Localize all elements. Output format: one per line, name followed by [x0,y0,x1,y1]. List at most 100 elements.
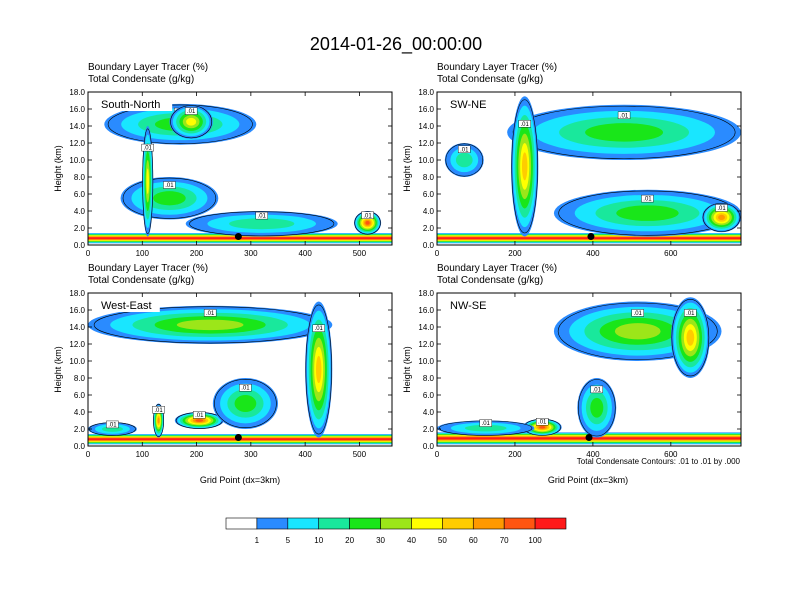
y-tick-label: 6.0 [74,391,86,400]
condensate-contour [107,104,253,144]
x-tick-label: 0 [86,249,91,258]
x-tick-label: 600 [664,249,678,258]
y-tick-label: 12.0 [69,139,85,148]
colorbar-swatch [534,517,567,530]
panel-title-line1: Boundary Layer Tracer (%) [437,62,557,73]
panel-west-east: Boundary Layer Tracer (%)Total Condensat… [53,263,393,459]
y-tick-label: 14.0 [418,323,434,332]
location-marker [234,434,242,441]
x-tick-label: 400 [586,450,600,459]
contour-label: .01 [361,211,374,219]
tracer-region [590,397,604,418]
tracer-region [157,417,160,424]
colorbar-label: 60 [469,536,478,545]
tracer-field: .01 .01 .01 .01 .01 [437,92,741,245]
svg-text:.01: .01 [593,387,602,393]
colorbar-swatch [349,517,381,530]
colorbar-label: 50 [438,536,447,545]
panel-label: South-North [101,99,160,111]
condensate-contour [445,143,484,177]
colorbar-swatch [256,517,289,530]
colorbar-label: 40 [407,536,416,545]
condensate-contour [122,177,217,219]
y-tick-label: 18.0 [69,289,85,298]
location-marker [234,233,242,240]
colorbar-label: 70 [500,536,509,545]
colorbar-swatch [225,517,258,530]
contour-label: .01 [152,406,165,414]
plot-frame [436,292,742,447]
y-tick-label: 14.0 [69,323,85,332]
contour-label: .01 [590,385,603,393]
x-tick-label: 200 [508,450,522,459]
y-tick-label: 4.0 [423,408,435,417]
condensate-contour [305,304,332,435]
tracer-region [539,425,546,429]
x-tick-label: 200 [190,249,204,258]
colorbar-swatch [318,517,350,530]
y-tick-label: 2.0 [423,224,435,233]
figure-title: 2014-01-26_00:00:00 [310,34,482,55]
y-tick-label: 2.0 [74,224,86,233]
contour-label: .01 [631,309,644,317]
contour-label: .01 [163,181,176,189]
y-tick-label: 0.0 [74,442,86,451]
panel-label: NW-SE [450,300,486,312]
colorbar-swatch [503,517,536,530]
x-tick-label: 100 [136,249,150,258]
svg-text:.01: .01 [108,422,117,428]
x-tick-label: 200 [190,450,204,459]
tracer-region [186,117,197,126]
panel-label: SW-NE [450,99,486,111]
x-tick-label: 500 [353,249,367,258]
y-tick-label: 12.0 [418,139,434,148]
svg-text:.01: .01 [187,109,196,115]
panel-sw-ne: Boundary Layer Tracer (%)Total Condensat… [402,62,742,258]
tracer-region [686,329,695,346]
y-tick-label: 16.0 [418,105,434,114]
x-tick-label: 0 [86,450,91,459]
x-axis-label-west-east: Grid Point (dx=3km) [200,475,280,485]
y-tick-label: 12.0 [69,340,85,349]
x-axis-label-nw-se: Grid Point (dx=3km) [548,475,628,485]
x-tick-label: 500 [353,450,367,459]
y-tick-label: 4.0 [423,207,435,216]
tracer-region [455,152,473,168]
tracer-region [176,319,244,331]
x-tick-label: 300 [244,450,258,459]
condensate-contour [170,105,213,139]
x-tick-label: 400 [586,249,600,258]
contour-label: .01 [312,324,325,332]
y-tick-label: 0.0 [423,241,435,250]
tracer-region [616,205,679,221]
condensate-contour [557,302,718,360]
y-tick-label: 0.0 [423,442,435,451]
svg-text:.01: .01 [144,146,153,152]
tracer-region [585,123,664,142]
colorbar-swatch [380,517,412,530]
condensate-contour [671,298,710,377]
y-tick-label: 6.0 [74,190,86,199]
tracer-region [229,218,295,230]
panel-title-line1: Boundary Layer Tracer (%) [88,62,208,73]
tracer-region [614,323,661,340]
svg-text:.01: .01 [686,311,695,317]
condensate-contour [189,211,335,237]
svg-text:.01: .01 [460,147,469,153]
svg-text:.01: .01 [241,386,250,392]
contour-label: .01 [617,111,631,119]
colorbar-label: 5 [286,536,291,545]
location-marker [587,233,595,240]
y-tick-label: 4.0 [74,207,86,216]
panel-title-line1: Boundary Layer Tracer (%) [437,263,557,274]
svg-text:.01: .01 [634,311,643,317]
contour-label: .01 [193,411,206,419]
contour-label: .01 [184,107,198,115]
y-axis-label: Height (km) [53,346,63,393]
tracer-field: .01.01.01.01.01.01 [88,92,392,245]
y-tick-label: 16.0 [69,306,85,315]
tracer-region [718,214,725,220]
y-tick-label: 10.0 [418,357,434,366]
colorbar-swatch [287,517,320,530]
